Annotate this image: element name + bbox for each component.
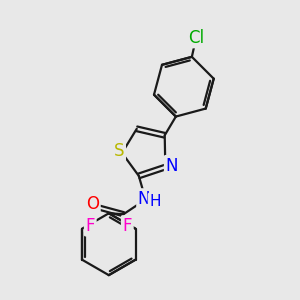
Text: H: H [149, 194, 161, 209]
Text: N: N [138, 190, 150, 208]
Text: F: F [123, 217, 132, 235]
Text: S: S [114, 142, 124, 160]
Text: Cl: Cl [188, 29, 204, 47]
Text: N: N [166, 157, 178, 175]
Text: F: F [85, 217, 95, 235]
Text: O: O [86, 195, 99, 213]
